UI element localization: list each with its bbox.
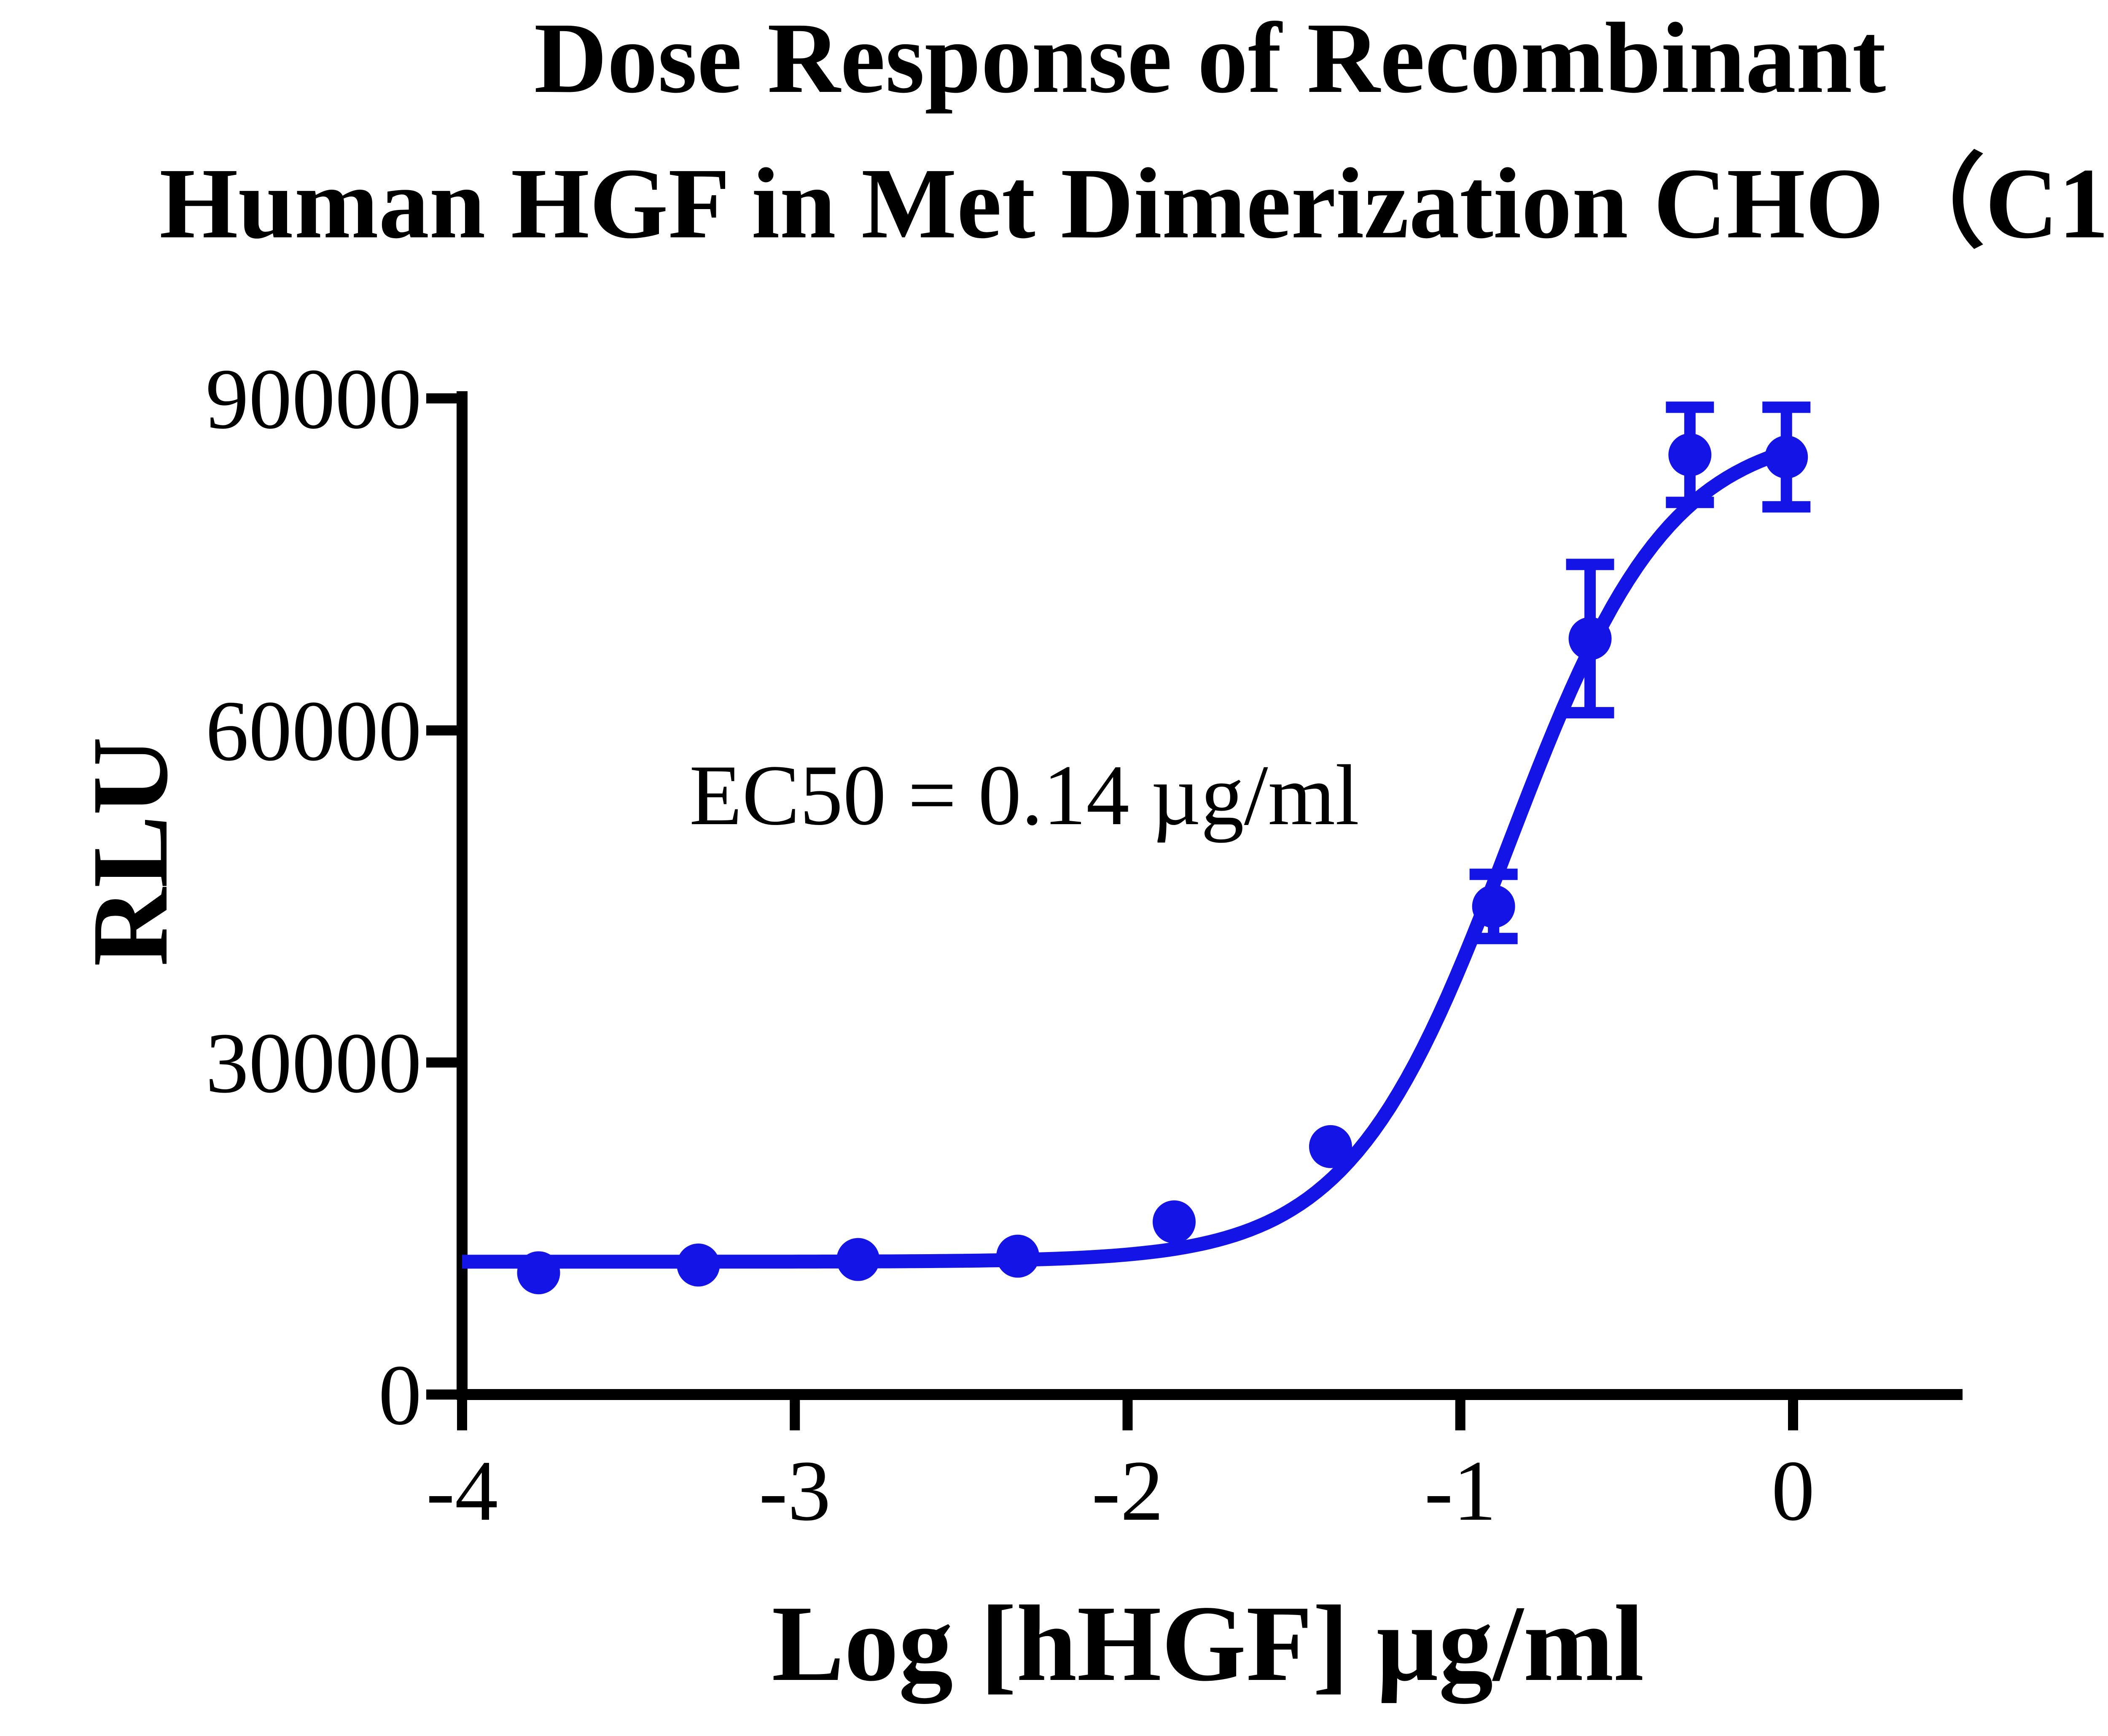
data-point — [1152, 1200, 1196, 1244]
plot-layer: 0 30000 60000 90000 -4 -3 -2 -1 0 — [206, 351, 1815, 1539]
axes — [457, 391, 1963, 1400]
x-tick-label: -2 — [1092, 1443, 1164, 1539]
data-point — [1309, 1125, 1352, 1168]
y-tick-label: 90000 — [206, 351, 422, 447]
x-tick-label: -4 — [426, 1443, 498, 1539]
x-tick-label: 0 — [1772, 1443, 1815, 1539]
data-point — [1472, 885, 1515, 928]
data-point — [677, 1243, 720, 1287]
data-point — [836, 1238, 880, 1281]
y-tick-label: 30000 — [206, 1015, 422, 1111]
data-point — [1668, 433, 1712, 476]
x-tick-label: -1 — [1424, 1443, 1496, 1539]
y-tick-label: 60000 — [206, 683, 422, 779]
y-axis-label: RLU — [70, 737, 190, 967]
data-point — [1568, 617, 1612, 660]
chart-title-line2: Human HGF in Met Dimerization CHO（C19） — [159, 147, 2108, 259]
chart-title-line1: Dose Response of Recombinant — [534, 2, 1886, 114]
data-point — [996, 1234, 1040, 1278]
ec50-annotation: EC50 = 0.14 µg/ml — [689, 747, 1359, 843]
data-point — [1765, 435, 1808, 479]
fit-curve — [462, 448, 1779, 1269]
x-axis-label: Log [hHGF] µg/ml — [772, 1583, 1644, 1705]
y-tick-label: 0 — [379, 1347, 422, 1443]
x-tick-label: -3 — [759, 1443, 831, 1539]
data-point — [517, 1251, 560, 1295]
